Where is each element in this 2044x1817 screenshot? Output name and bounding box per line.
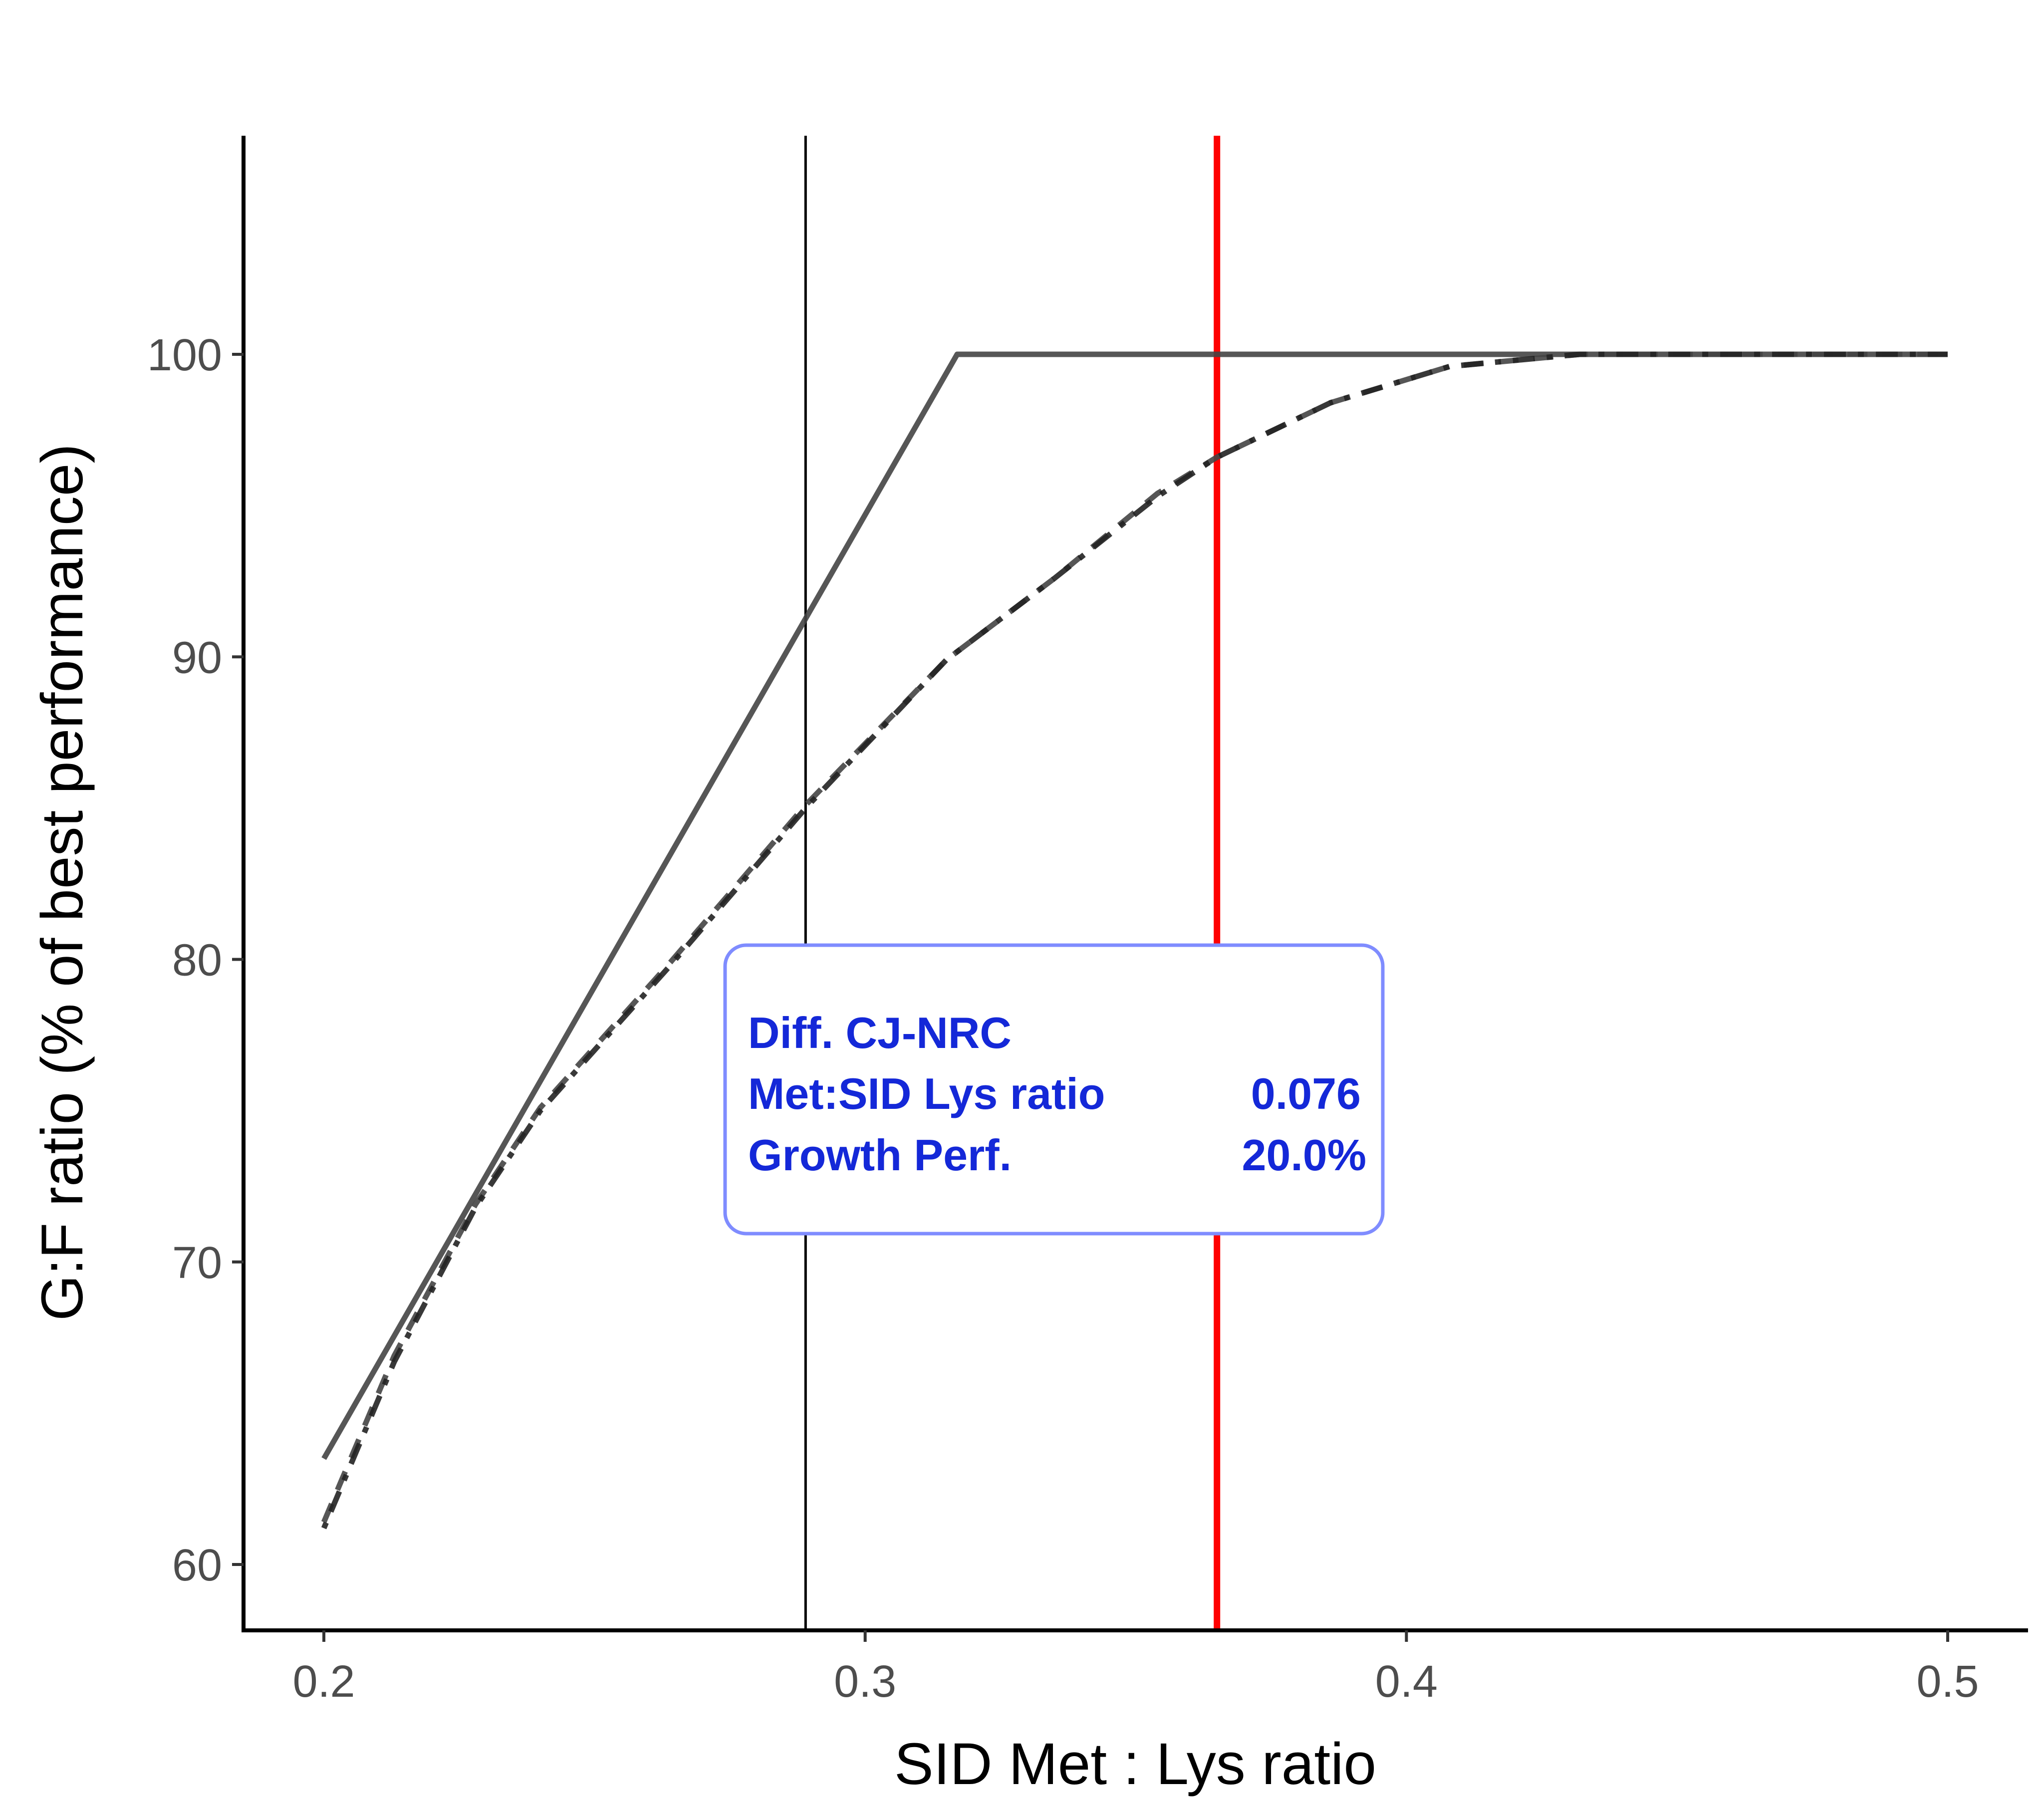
annotation-row-value: 0.076: [1251, 1069, 1361, 1118]
y-tick-label: 70: [172, 1238, 222, 1288]
x-axis-title: SID Met : Lys ratio: [894, 1731, 1376, 1797]
x-tick-label: 0.5: [1916, 1657, 1979, 1707]
annotation-box: Diff. CJ-NRC Met:SID Lys ratio 0.076 Gro…: [723, 943, 1385, 1236]
y-axis-title: G:F ratio (% of best performance): [29, 444, 95, 1321]
annotation-row-label: Growth Perf.: [748, 1130, 1012, 1180]
curvilinear-dashed-series: [321, 351, 1948, 1524]
annotation-row-label: Met:SID Lys ratio: [748, 1069, 1105, 1118]
annotation-title: Diff. CJ-NRC: [748, 1008, 1012, 1057]
x-tick-label: 0.4: [1375, 1657, 1438, 1707]
broken-line-series: [321, 351, 1948, 1460]
series-lines: [321, 351, 1948, 1530]
x-tick-label: 0.3: [834, 1657, 896, 1707]
y-tick-label: 90: [172, 633, 222, 683]
y-tick-label: 60: [172, 1541, 222, 1590]
y-tick-label: 100: [147, 330, 222, 380]
annotation-row-value: 20.0%: [1242, 1130, 1366, 1180]
y-tick-label: 80: [172, 936, 222, 986]
annotation-border: [723, 943, 1385, 1236]
x-tick-label: 0.2: [292, 1657, 355, 1707]
x-ticks: 0.2 0.3 0.4 0.5: [292, 1630, 1979, 1707]
y-ticks: 60 70 80 90 100: [147, 330, 244, 1590]
reference-lines: [804, 136, 1221, 1630]
curvilinear-dotdash-series: [321, 351, 1948, 1530]
